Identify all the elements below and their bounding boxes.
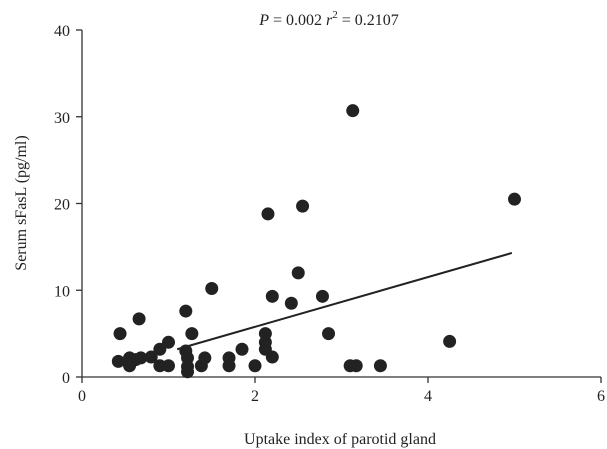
data-point bbox=[261, 207, 275, 221]
data-point bbox=[144, 350, 158, 364]
trend-line bbox=[176, 251, 513, 351]
data-point bbox=[132, 312, 146, 326]
data-point bbox=[248, 359, 262, 373]
y-tick-label: 10 bbox=[54, 283, 70, 300]
axes: 0 2 4 6 0 10 20 30 40 bbox=[54, 23, 605, 405]
data-point bbox=[162, 335, 175, 349]
x-tick-label: 2 bbox=[251, 388, 259, 405]
data-point bbox=[265, 350, 279, 364]
y-tick-label: 20 bbox=[54, 197, 70, 214]
x-axis-label: Uptake index of parotid gland bbox=[244, 431, 436, 448]
y-axis-label: Serum sFasL (pg/ml) bbox=[13, 135, 30, 270]
data-point bbox=[349, 359, 363, 373]
data-point bbox=[185, 327, 199, 341]
data-point bbox=[222, 359, 236, 373]
data-point bbox=[373, 359, 387, 373]
data-point bbox=[322, 327, 336, 341]
data-point bbox=[181, 365, 195, 379]
data-point bbox=[284, 296, 298, 310]
data-point bbox=[134, 351, 148, 365]
y-tick-label: 0 bbox=[62, 370, 70, 387]
data-point bbox=[443, 334, 457, 348]
data-point bbox=[346, 104, 360, 118]
data-point bbox=[113, 327, 127, 341]
y-tick-label: 40 bbox=[54, 23, 70, 40]
x-tick-label: 0 bbox=[78, 388, 86, 405]
data-point bbox=[265, 289, 279, 303]
data-point bbox=[508, 192, 521, 206]
data-points bbox=[111, 104, 521, 379]
data-point bbox=[205, 282, 219, 296]
data-point bbox=[315, 289, 329, 303]
data-point bbox=[291, 266, 305, 280]
x-tick-label: 4 bbox=[424, 388, 432, 405]
data-point bbox=[198, 351, 212, 365]
data-point bbox=[235, 342, 249, 356]
chart-annotation: P = 0.002 r2 = 0.2107 bbox=[258, 9, 399, 29]
data-point bbox=[296, 199, 310, 213]
data-point bbox=[153, 342, 167, 356]
data-point bbox=[179, 304, 193, 318]
trend-line-group bbox=[176, 251, 513, 351]
x-tick-label: 6 bbox=[597, 388, 605, 405]
data-point bbox=[162, 359, 175, 373]
data-point bbox=[111, 354, 125, 368]
y-tick-label: 30 bbox=[54, 110, 70, 127]
